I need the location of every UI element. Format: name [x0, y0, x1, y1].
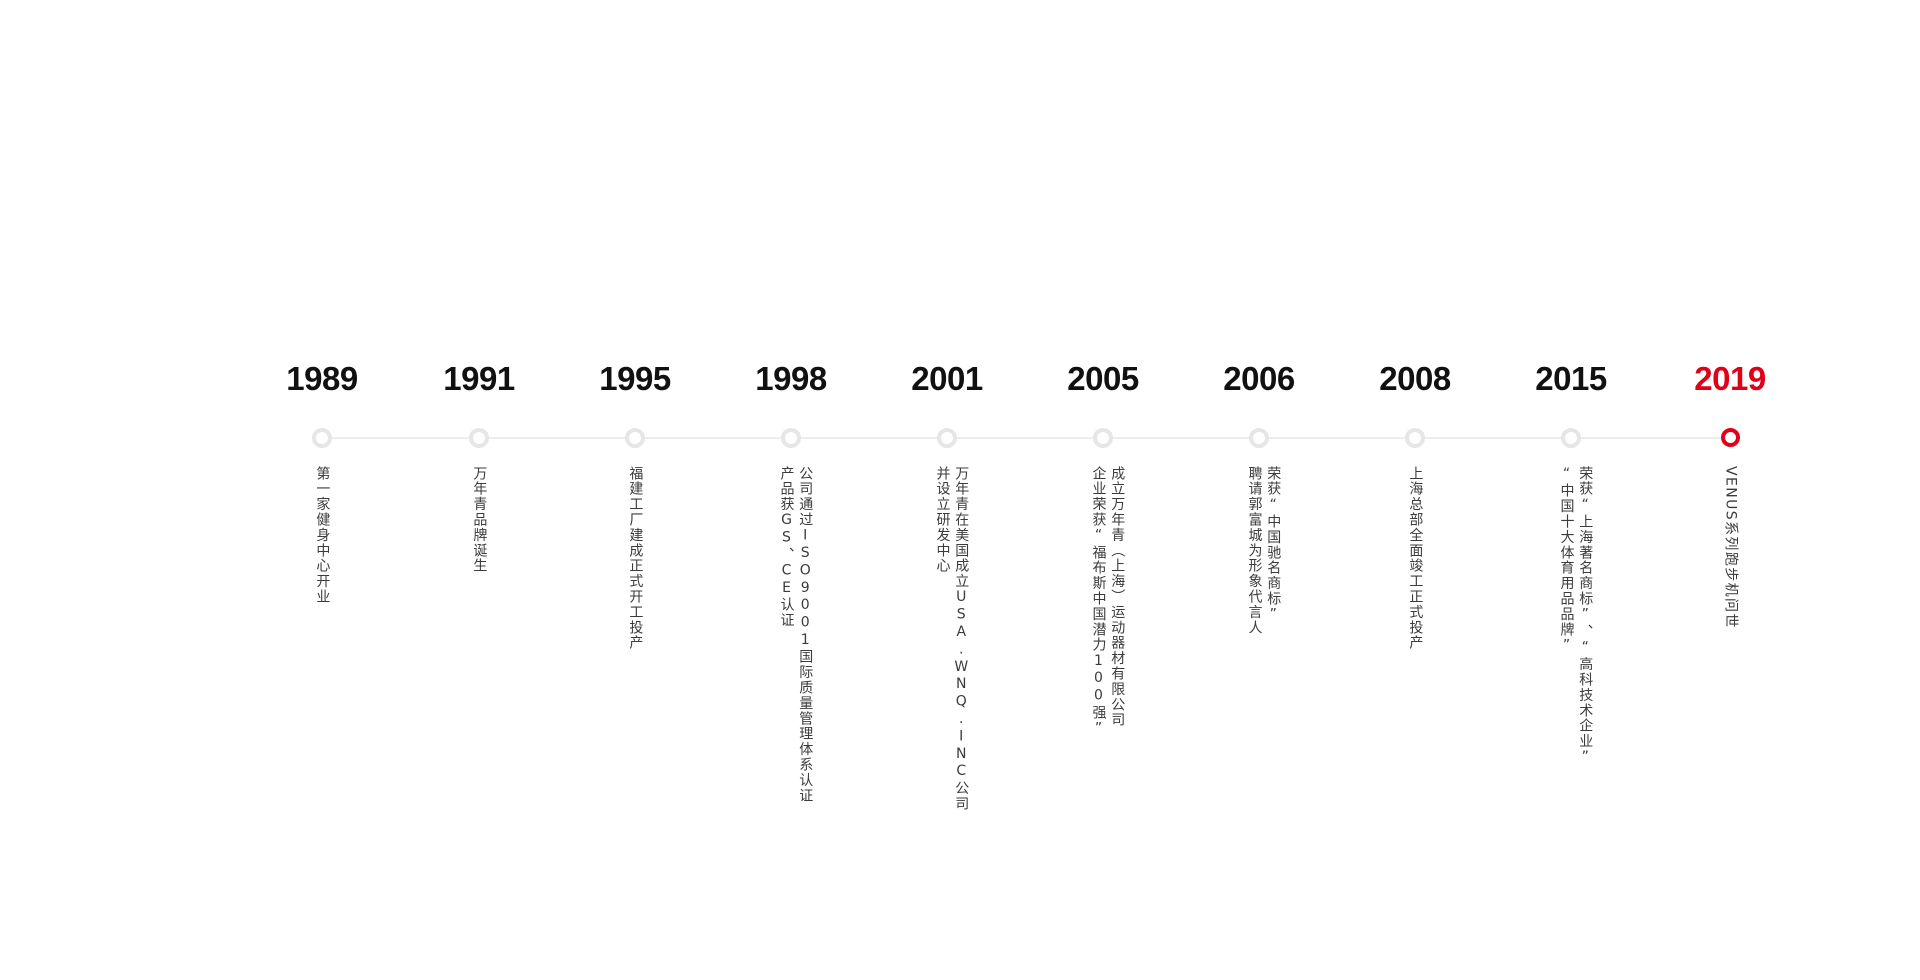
- timeline-description-column: VENUS系列跑步机问世: [1722, 466, 1739, 629]
- timeline-rail: [322, 437, 1730, 439]
- timeline-description: 公司通过ISO9001国际质量管理体系认证 产品获GS、CE认证: [768, 466, 815, 803]
- timeline-description-column: 产品获GS、CE认证: [778, 466, 795, 628]
- timeline-description: 成立万年青（上海）运动器材有限公司 企业荣获“福布斯中国潜力100强”: [1080, 466, 1127, 738]
- timeline-description-column: 企业荣获“福布斯中国潜力100强”: [1090, 466, 1107, 738]
- timeline-description: 荣获“中国驰名商标” 聘请郭富城为形象代言人: [1236, 466, 1283, 635]
- timeline-marker[interactable]: [469, 428, 489, 448]
- timeline-year-label: 1995: [599, 360, 671, 397]
- timeline-marker[interactable]: [1093, 428, 1113, 448]
- timeline-year-label: 1989: [286, 360, 358, 397]
- timeline-description-column: 第一家健身中心开业: [314, 466, 331, 605]
- timeline-year-label: 2008: [1379, 360, 1451, 397]
- timeline-year-label: 2005: [1067, 360, 1139, 397]
- timeline-description-column: 荣获“中国驰名商标”: [1265, 466, 1282, 624]
- timeline-marker-active[interactable]: [1720, 428, 1740, 447]
- timeline-year-label: 1991: [443, 360, 515, 397]
- timeline-description: VENUS系列跑步机问世: [1721, 466, 1740, 629]
- timeline-description: 万年青品牌诞生: [470, 466, 489, 574]
- timeline-marker[interactable]: [312, 428, 332, 448]
- timeline-description-column: “中国十大体育用品品牌”: [1558, 466, 1575, 655]
- timeline-description-column: 荣获“上海著名商标”、“高科技术企业”: [1577, 466, 1594, 767]
- timeline-description-column: 聘请郭富城为形象代言人: [1246, 466, 1263, 636]
- timeline-description-column: 万年青品牌诞生: [471, 466, 488, 574]
- timeline-marker[interactable]: [1405, 428, 1425, 448]
- timeline-marker[interactable]: [1249, 428, 1269, 448]
- timeline-description: 上海总部全面竣工正式投产: [1406, 466, 1425, 651]
- timeline-year-label: 2019: [1694, 360, 1766, 397]
- timeline-marker[interactable]: [937, 428, 957, 448]
- timeline-description: 万年青在美国成立USA.WNQ.INC公司 并设立研发中心: [924, 466, 971, 811]
- timeline-description-column: 万年青在美国成立USA.WNQ.INC公司: [953, 466, 970, 812]
- timeline-description-column: 福建工厂建成正式开工投产: [627, 466, 644, 651]
- timeline-description: 福建工厂建成正式开工投产: [626, 466, 645, 651]
- timeline-marker[interactable]: [625, 428, 645, 448]
- timeline-year-label: 2001: [911, 360, 983, 397]
- timeline-description-column: 公司通过ISO9001国际质量管理体系认证: [797, 466, 814, 804]
- timeline-description-column: 上海总部全面竣工正式投产: [1407, 466, 1424, 651]
- timeline-description: 荣获“上海著名商标”、“高科技术企业” “中国十大体育用品品牌”: [1548, 466, 1595, 767]
- timeline-year-label: 1998: [755, 360, 827, 397]
- timeline-marker[interactable]: [781, 428, 801, 448]
- timeline-marker[interactable]: [1561, 428, 1581, 448]
- timeline-year-label: 2015: [1535, 360, 1607, 397]
- timeline-description-column: 并设立研发中心: [934, 466, 951, 574]
- timeline-description-column: 成立万年青（上海）运动器材有限公司: [1109, 466, 1126, 728]
- timeline-description: 第一家健身中心开业: [313, 466, 332, 605]
- timeline-year-label: 2006: [1223, 360, 1295, 397]
